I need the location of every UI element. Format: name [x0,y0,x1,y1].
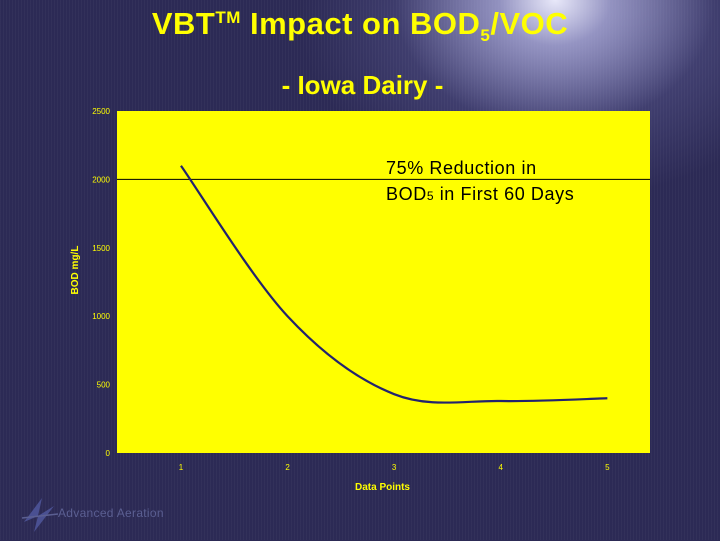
x-tick-label: 4 [499,463,504,472]
title-rest: Impact on BOD [240,6,481,41]
slide-subtitle: - Iowa Dairy - [281,70,444,100]
series-line [180,165,608,404]
plot-area [117,111,650,453]
y-tick-label: 0 [106,449,111,458]
x-tick-label: 5 [605,463,610,472]
title-trademark: TM [215,8,241,27]
title-main: VBT [151,6,216,41]
annotation-line-2: BOD5 in First 60 Days [386,181,656,207]
y-tick-label: 2500 [92,107,110,116]
y-tick-label: 500 [97,381,111,390]
annotation-line-1: 75% Reduction in [386,158,537,178]
y-axis-ticks: 0 500 1000 1500 2000 2500 [92,107,110,458]
x-tick-label: 3 [392,463,397,472]
annotation-bod: BOD [386,184,427,204]
x-tick-label: 2 [285,463,290,472]
x-axis-ticks: 1 2 3 4 5 [179,463,610,472]
company-logo: Advanced Aeration [20,492,220,536]
title-tail: /VOC [490,6,569,41]
y-axis-title: BOD mg/L [70,246,81,295]
x-axis-title: Data Points [355,482,410,493]
title-subscript: 5 [480,26,491,45]
reduction-annotation: 75% Reduction in BOD5 in First 60 Days [386,155,656,207]
annotation-tail: in First 60 Days [434,184,575,204]
x-tick-label: 1 [179,463,184,472]
logo-mark-icon [21,498,59,532]
y-tick-label: 2000 [92,175,110,184]
slide-title: VBTTM Impact on BOD5/VOC [0,6,720,45]
annotation-subscript: 5 [426,189,435,203]
y-tick-label: 1500 [92,244,110,253]
logo-text: Advanced Aeration [58,506,164,520]
y-tick-label: 1000 [92,312,110,321]
